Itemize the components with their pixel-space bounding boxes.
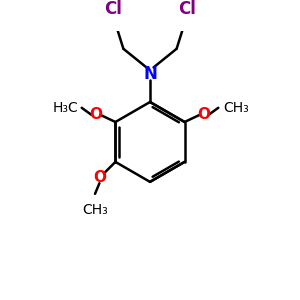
Text: Cl: Cl bbox=[178, 0, 196, 18]
Text: CH₃: CH₃ bbox=[82, 203, 108, 217]
Text: O: O bbox=[89, 107, 102, 122]
Text: CH₃: CH₃ bbox=[223, 101, 249, 115]
Text: H₃C: H₃C bbox=[53, 101, 79, 115]
Text: O: O bbox=[93, 170, 106, 185]
Text: Cl: Cl bbox=[104, 0, 122, 18]
Text: N: N bbox=[143, 64, 157, 82]
Text: O: O bbox=[198, 107, 211, 122]
